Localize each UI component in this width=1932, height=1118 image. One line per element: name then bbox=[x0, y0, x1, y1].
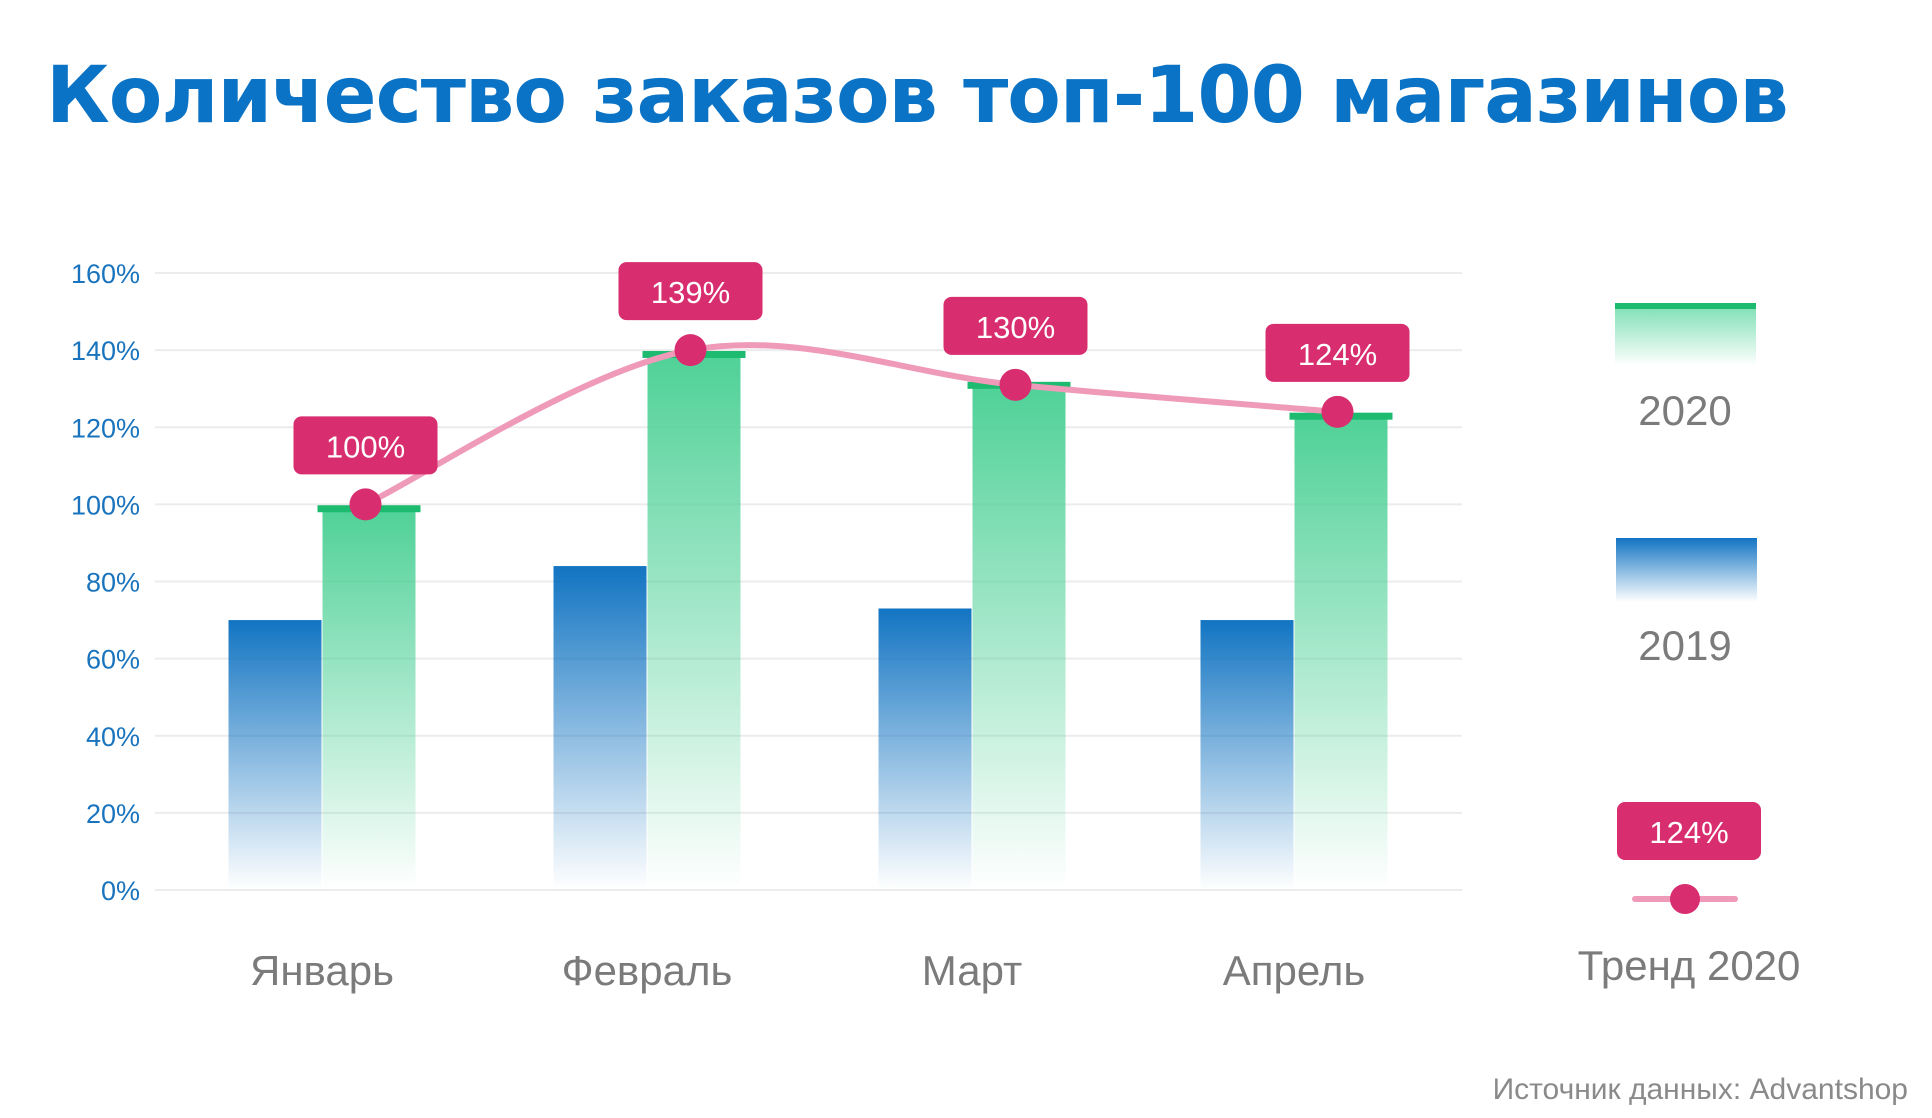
trend-line: 100% 139% 130% 124% bbox=[293, 262, 1410, 521]
bar-2019-2 bbox=[553, 566, 647, 890]
y-tick-label: 100% bbox=[71, 490, 140, 520]
chart-title: Количество заказов топ-100 магазинов bbox=[46, 51, 1788, 141]
bar-2019-3 bbox=[878, 608, 972, 890]
legend-label-2019: 2019 bbox=[1638, 622, 1731, 669]
trend-line-path bbox=[362, 342, 1341, 508]
trend-label-2: 139% bbox=[651, 275, 730, 310]
source-note: Источник данных: Advantshop bbox=[1493, 1073, 1908, 1106]
legend: 2020 2019 124% Тренд 2020 bbox=[1578, 303, 1801, 989]
y-tick-label: 160% bbox=[71, 259, 140, 289]
y-tick-label: 20% bbox=[86, 799, 140, 829]
y-tick-label: 80% bbox=[86, 568, 140, 598]
legend-trend-marker bbox=[1670, 884, 1700, 914]
bar-2019-1 bbox=[228, 620, 322, 890]
trend-label-bubble-3 bbox=[943, 296, 1088, 355]
y-axis: 0% 20% 40% 60% 80% 100% 120% 140% 160% bbox=[71, 259, 140, 906]
legend-label-trend: Тренд 2020 bbox=[1578, 942, 1801, 989]
bars bbox=[228, 350, 1393, 890]
trend-label-bubble-1 bbox=[293, 416, 438, 475]
bar-2019-4 bbox=[1200, 620, 1294, 890]
y-tick-label: 60% bbox=[86, 645, 140, 675]
y-tick-label: 0% bbox=[101, 876, 140, 906]
x-tick-label: Февраль bbox=[562, 947, 733, 994]
trend-marker-1 bbox=[349, 488, 382, 521]
legend-label-2020: 2020 bbox=[1638, 387, 1731, 434]
trend-marker-2 bbox=[674, 334, 707, 367]
trend-label-3: 130% bbox=[976, 310, 1055, 345]
trend-label-bubble-4 bbox=[1265, 323, 1410, 382]
bar-2020-2 bbox=[647, 353, 741, 890]
legend-trend-bubble-label: 124% bbox=[1649, 815, 1728, 850]
trend-label-4: 124% bbox=[1298, 337, 1377, 372]
bar-2020-3 bbox=[972, 384, 1066, 890]
bar-2020-1 bbox=[322, 508, 416, 890]
x-tick-label: Январь bbox=[250, 947, 394, 994]
y-tick-label: 120% bbox=[71, 413, 140, 443]
y-tick-label: 140% bbox=[71, 336, 140, 366]
trend-label-1: 100% bbox=[326, 429, 405, 464]
x-tick-label: Апрель bbox=[1223, 947, 1365, 994]
x-axis: Январь Февраль Март Апрель bbox=[250, 947, 1365, 994]
x-tick-label: Март bbox=[922, 947, 1023, 994]
trend-marker-4 bbox=[1321, 395, 1354, 428]
legend-swatch-2020-cap bbox=[1615, 303, 1756, 309]
trend-marker-3 bbox=[999, 368, 1032, 401]
trend-label-bubble-2 bbox=[618, 262, 763, 321]
bar-2020-4 bbox=[1294, 415, 1388, 890]
legend-trend-bubble bbox=[1617, 802, 1761, 860]
legend-swatch-2020 bbox=[1615, 306, 1756, 366]
y-tick-label: 40% bbox=[86, 722, 140, 752]
legend-swatch-2019 bbox=[1616, 538, 1757, 602]
